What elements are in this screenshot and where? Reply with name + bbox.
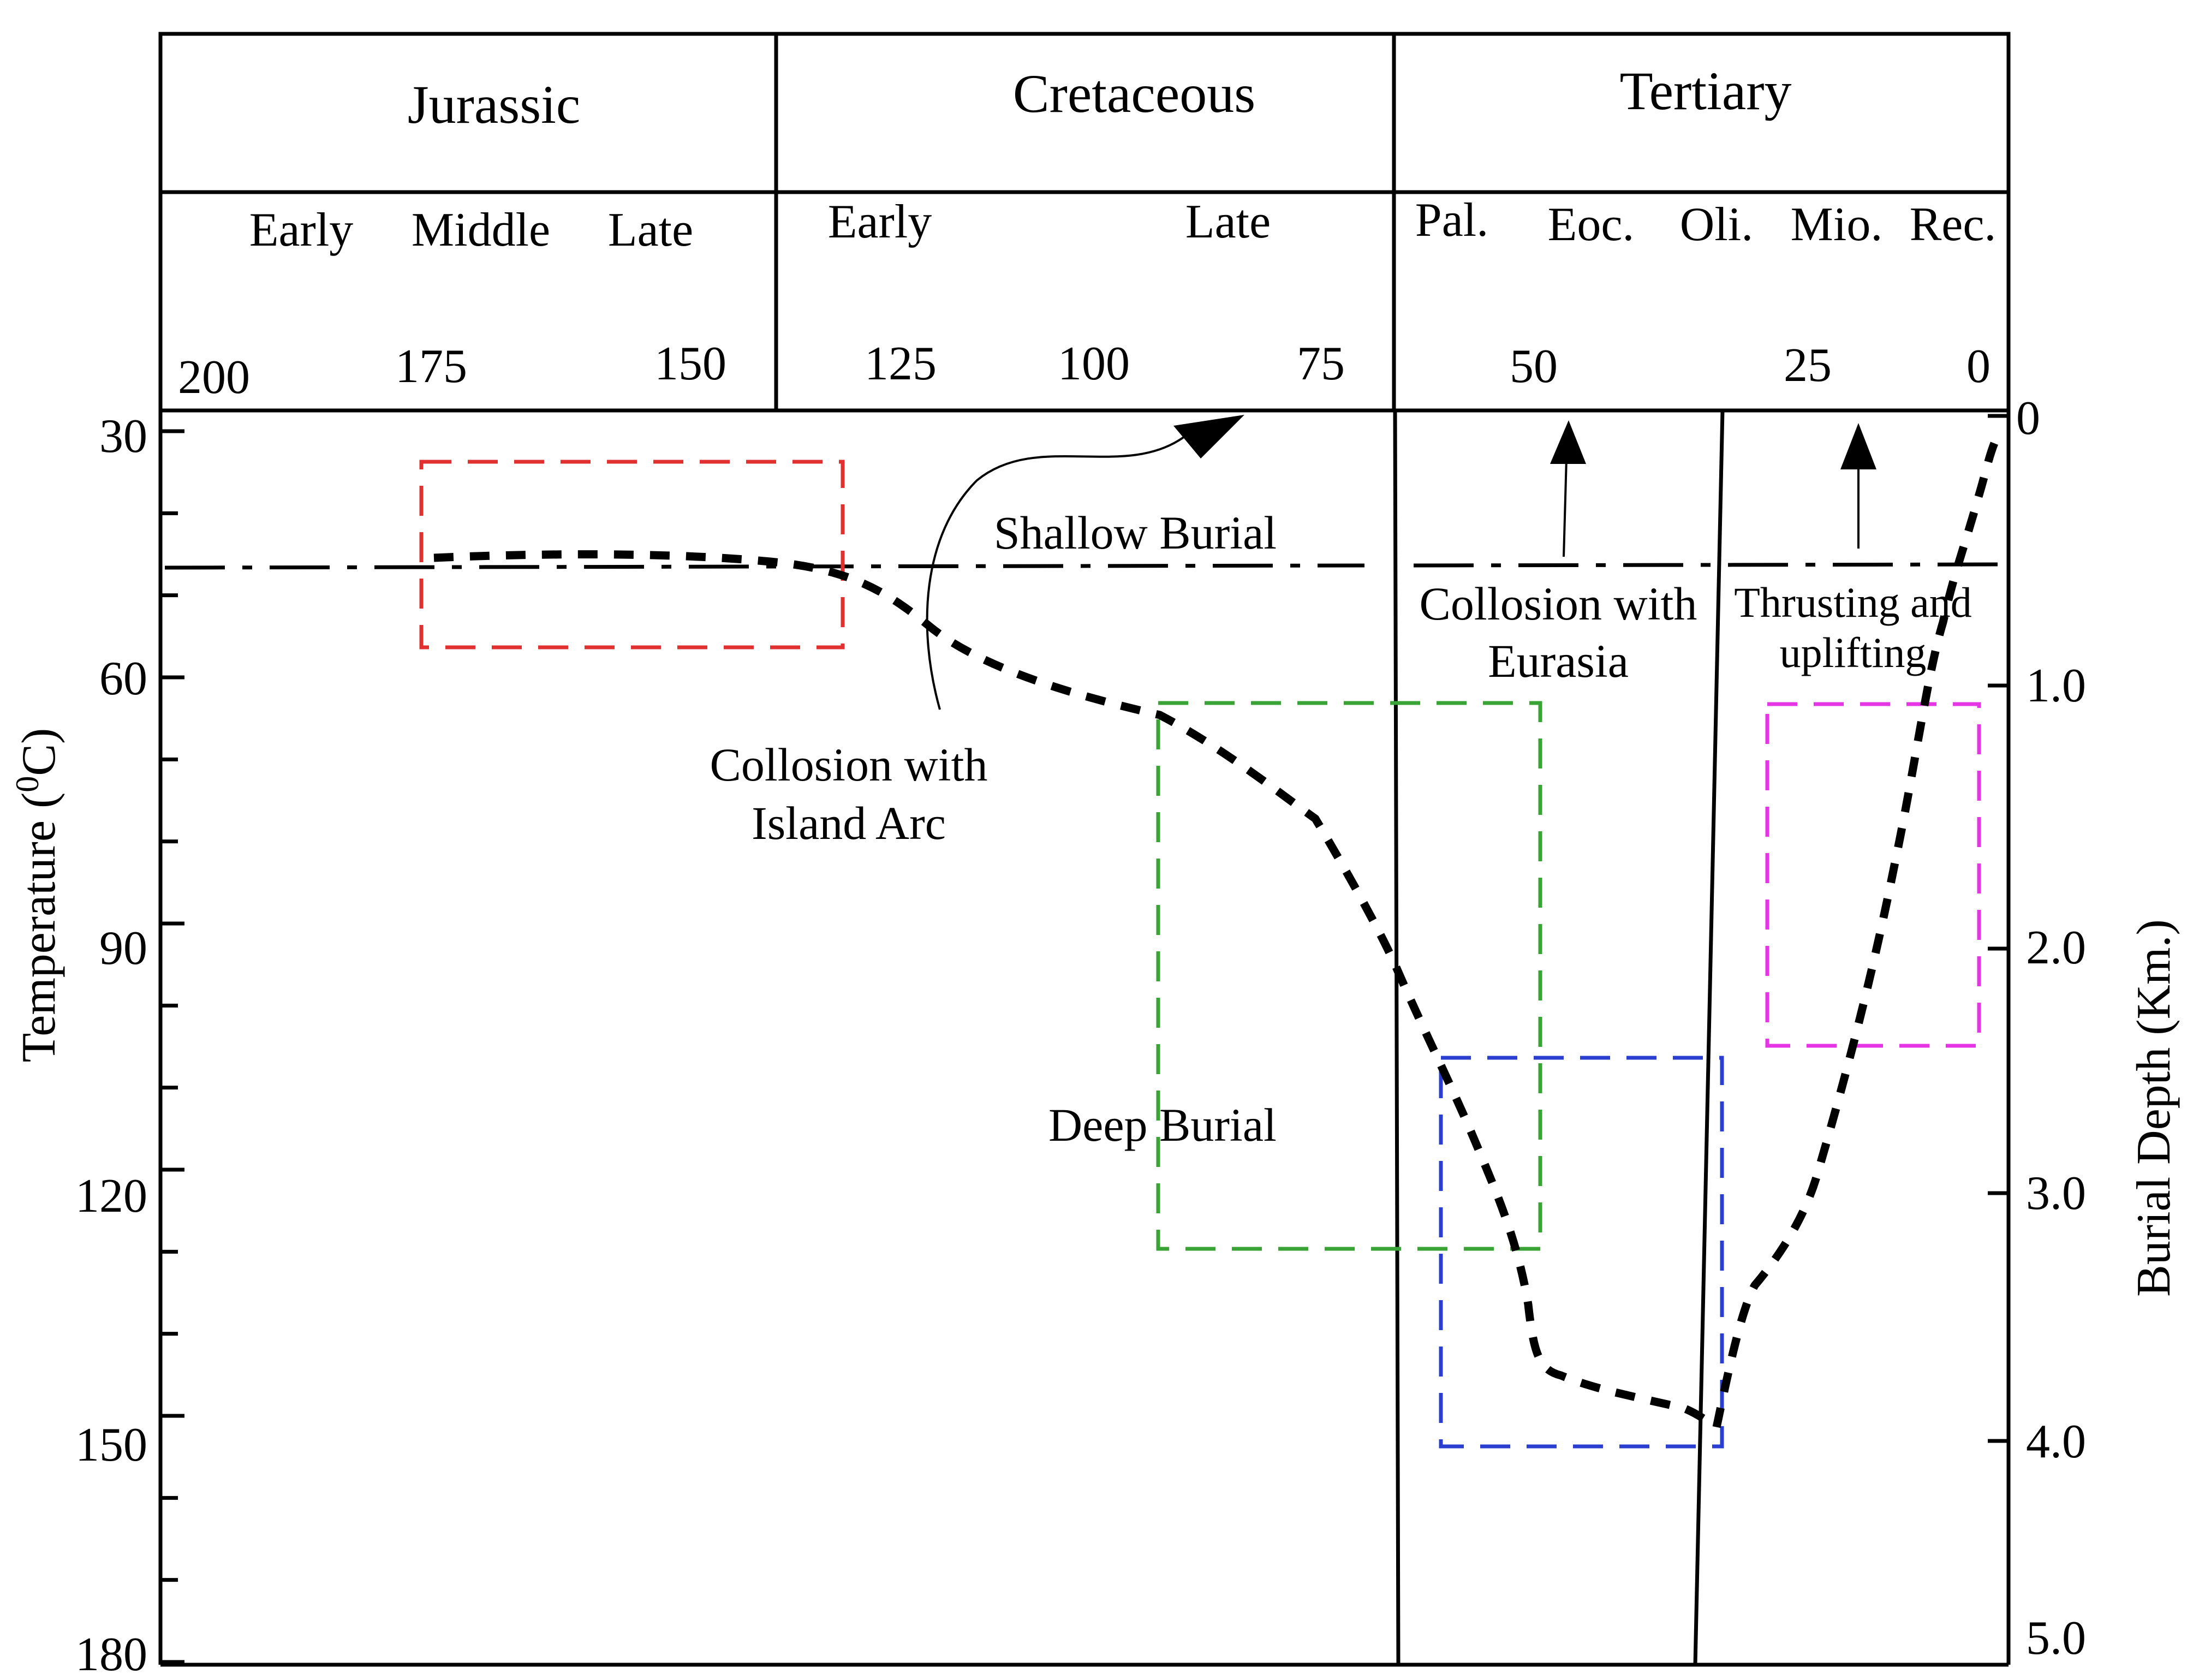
eurasia-arrow-shaft (1563, 458, 1568, 557)
temp-tick-180: 180 (75, 1628, 147, 1680)
period-cretaceous: Cretaceous (1013, 63, 1255, 124)
burial-depth-axis: 0 1.0 2.0 3.0 4.0 5.0 Burial Depth (Km.) (1988, 392, 2180, 1665)
epoch-eocene: Eoc. (1548, 198, 1635, 251)
temp-tick-90: 90 (99, 922, 147, 975)
epoch-jurassic-early: Early (249, 204, 354, 257)
age-label-125: 125 (865, 337, 937, 390)
depth-ticks (1988, 414, 2009, 1443)
eurasia-label-line2: Eurasia (1488, 635, 1629, 687)
epoch-jurassic-late: Late (608, 204, 693, 257)
age-label-150: 150 (654, 337, 726, 390)
thrusting-label-line2: uplifting (1780, 629, 1927, 676)
island-arc-label-line2: Island Arc (752, 797, 946, 849)
depth-tick-label-0: 0 (2016, 392, 2040, 445)
shallow-burial-line (164, 562, 2009, 570)
period-jurassic: Jurassic (408, 74, 581, 135)
epoch-recent: Rec. (1910, 198, 1997, 251)
epoch-cretaceous-early: Early (828, 195, 932, 248)
temp-tick-30: 30 (99, 410, 147, 463)
epoch-jurassic-middle: Middle (412, 204, 550, 257)
depth-tick-label-1: 1.0 (2026, 659, 2086, 712)
thrusting-label-line1: Thrusting and (1734, 579, 1971, 626)
shallow-burial-label: Shallow Burial (994, 507, 1277, 559)
cretaceous-boundary-line (1393, 410, 1401, 1665)
burial-depth-axis-title: Burial Depth (Km.) (2128, 919, 2180, 1297)
shallow-burial-line-left (164, 563, 1365, 570)
depth-tick-label-4: 4.0 (2026, 1415, 2086, 1468)
shallow-burial-line-right (1413, 562, 2009, 568)
epoch-oligocene: Oli. (1680, 198, 1753, 251)
age-label-50: 50 (1510, 340, 1558, 393)
depth-tick-label-3: 3.0 (2026, 1167, 2086, 1220)
island-arc-arrowhead (1173, 415, 1244, 458)
age-label-100: 100 (1058, 337, 1130, 390)
miocene-stage-box (1765, 702, 1981, 1048)
deep-burial-label: Deep Burial (1048, 1099, 1277, 1151)
island-arc-arrow (926, 436, 1185, 710)
jurassic-stage-box (419, 460, 845, 650)
depth-tick-label-5: 5.0 (2026, 1612, 2086, 1665)
eurasia-arrowhead (1550, 420, 1586, 464)
oligocene-boundary-line (1693, 410, 1725, 1665)
time-scale-header (158, 32, 2011, 413)
epoch-miocene: Mio. (1791, 198, 1883, 251)
plot-frame (158, 410, 2011, 1667)
depth-tick-label-2: 2.0 (2026, 921, 2086, 974)
temperature-minor-ticks (160, 429, 184, 1664)
temp-tick-60: 60 (99, 652, 147, 705)
age-label-25: 25 (1784, 339, 1832, 392)
late-cretaceous-stage-box (1156, 701, 1542, 1251)
age-label-75: 75 (1297, 337, 1345, 390)
epoch-cretaceous-late: Late (1185, 195, 1271, 248)
age-label-200: 200 (178, 351, 250, 404)
age-label-175: 175 (395, 340, 467, 393)
burial-history-curve (433, 433, 2001, 1434)
burial-stage-boxes (419, 460, 1981, 1449)
temp-tick-150: 150 (75, 1419, 147, 1472)
temperature-axis-title: Temperature (0C) (9, 728, 65, 1063)
eurasia-label-line1: Collosion with (1420, 577, 1697, 630)
header-frame (158, 32, 2011, 413)
event-arrows (926, 415, 1876, 710)
thrusting-arrowhead (1840, 423, 1876, 469)
epoch-paleocene: Pal. (1415, 194, 1488, 247)
period-tertiary: Tertiary (1619, 61, 1791, 121)
temp-tick-120: 120 (75, 1170, 147, 1223)
temperature-axis: 30 60 90 120 150 180 Temperature (0C) (9, 410, 184, 1680)
island-arc-label-line1: Collosion with (710, 738, 988, 791)
eocene-stage-box (1439, 1056, 1724, 1449)
age-label-0: 0 (1966, 340, 1991, 393)
